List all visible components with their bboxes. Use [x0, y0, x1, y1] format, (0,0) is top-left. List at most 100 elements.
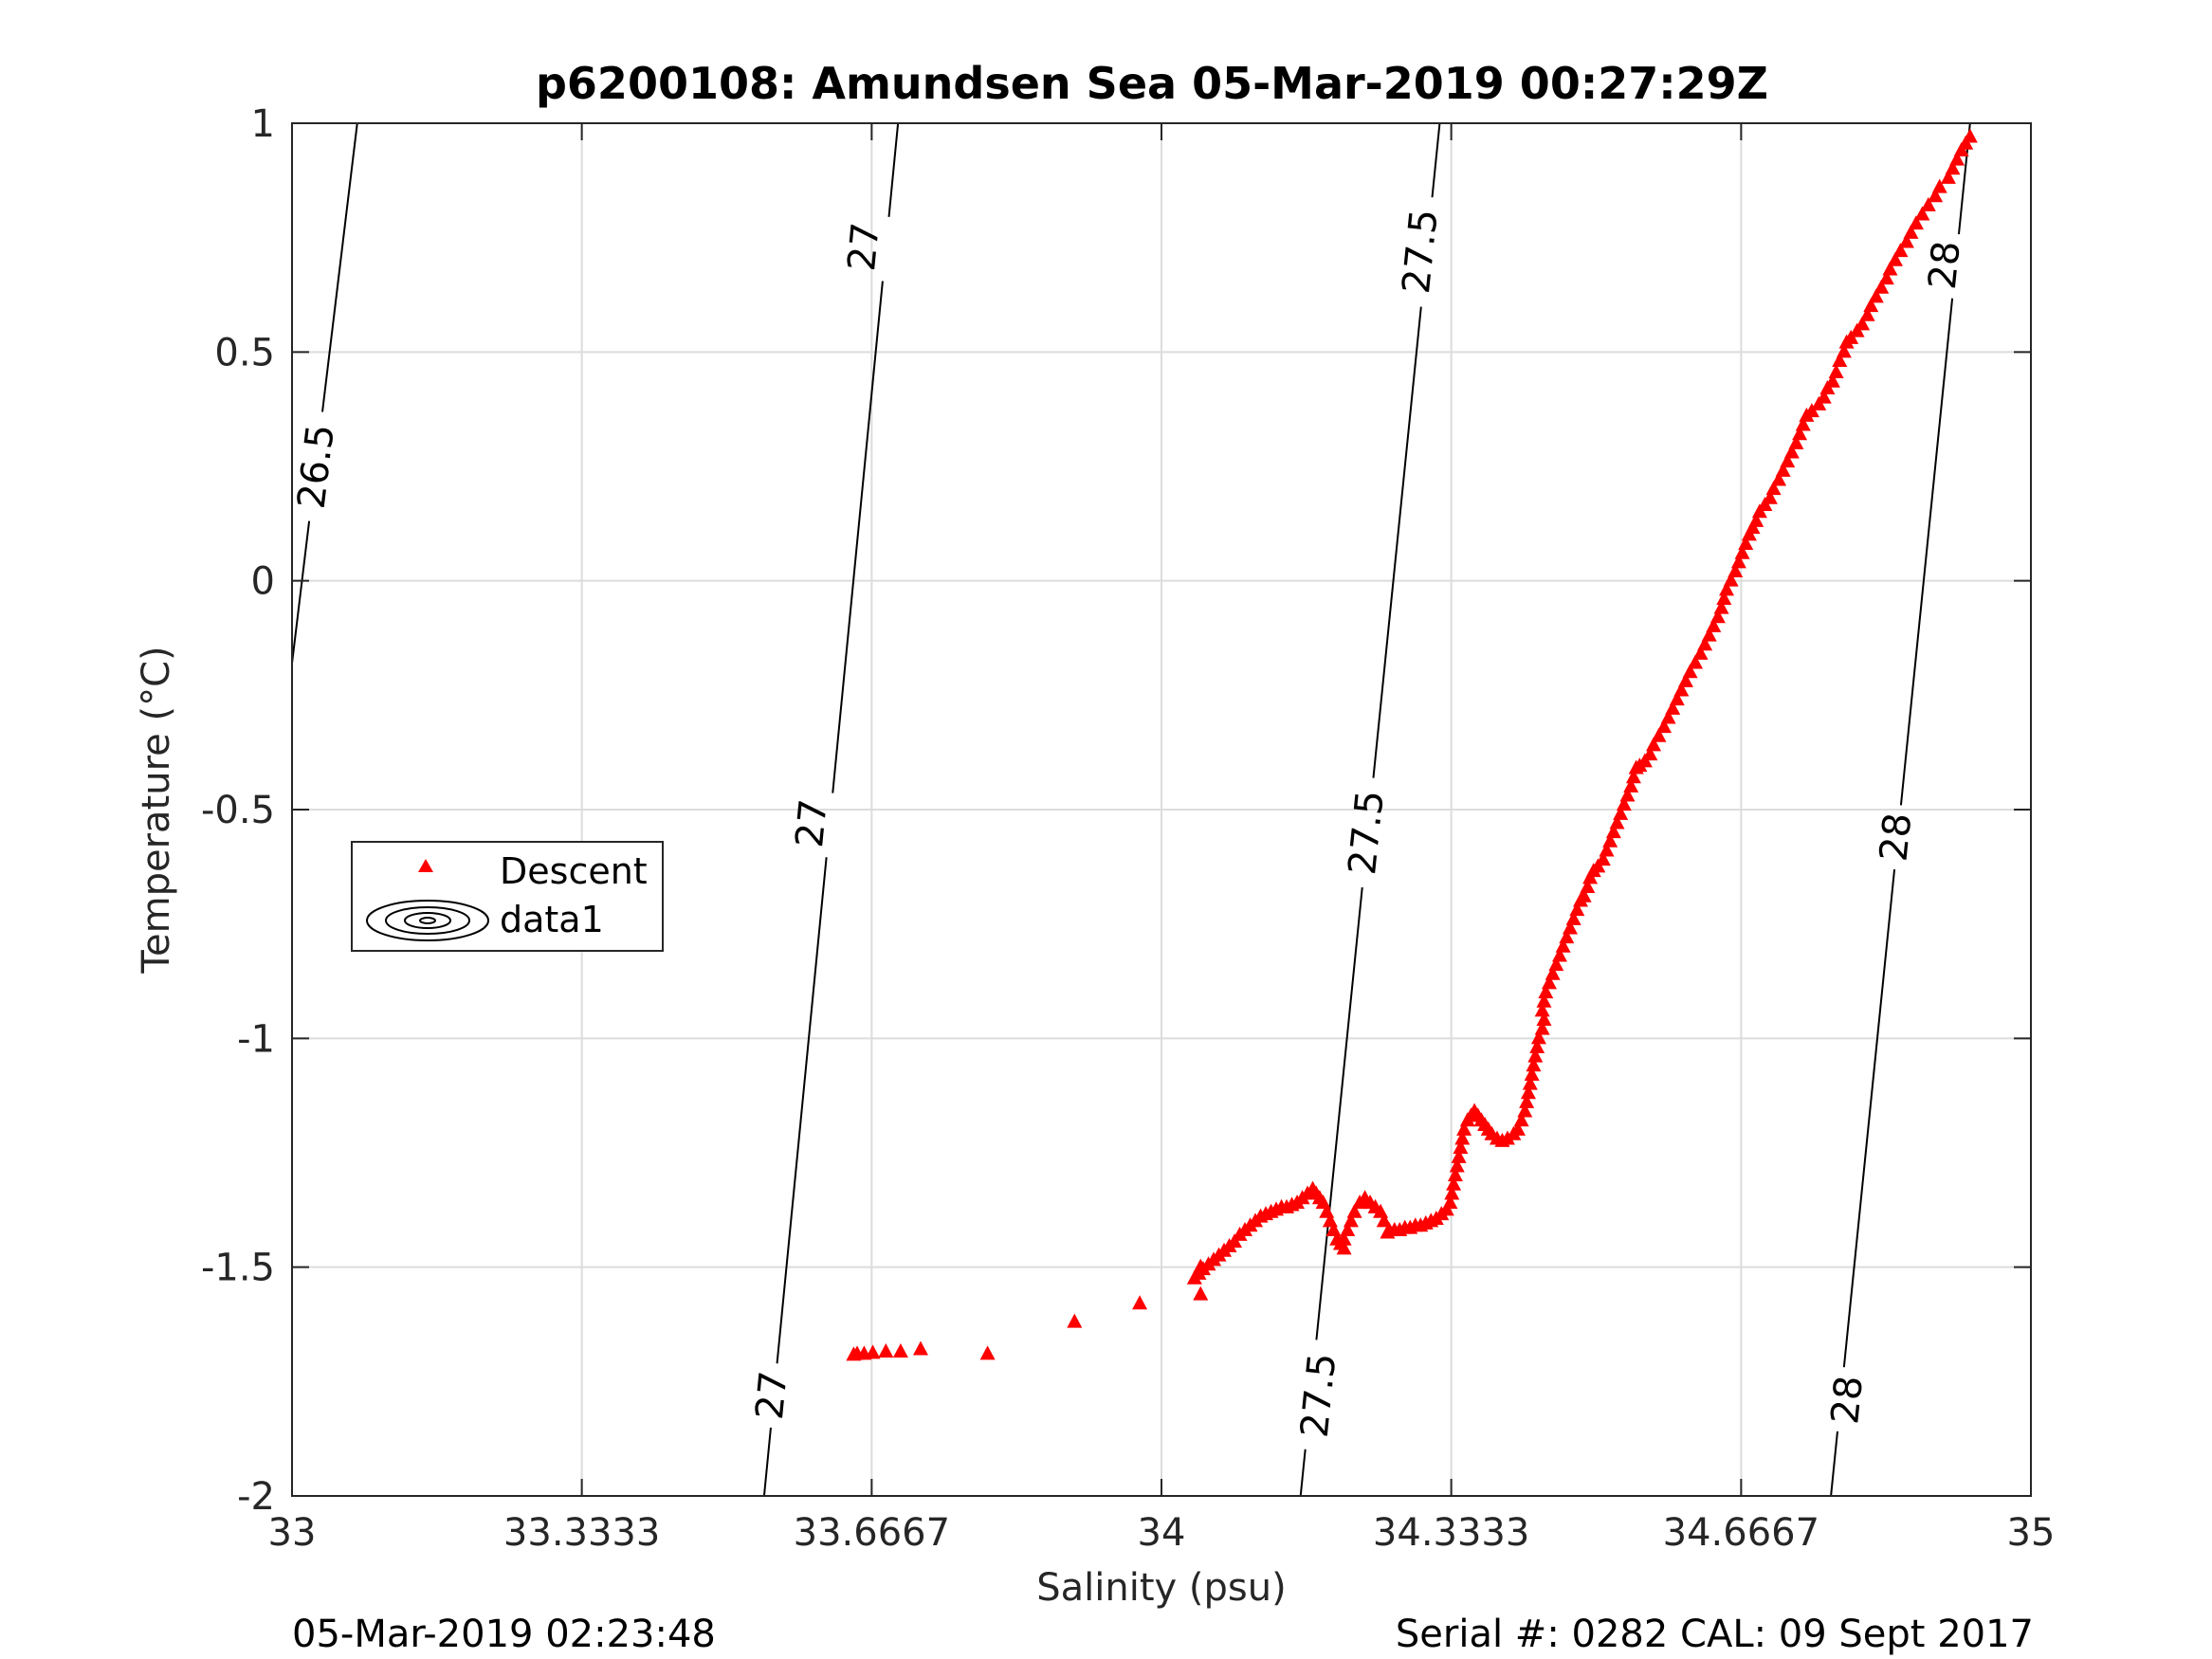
data-point	[1688, 654, 1704, 669]
data-point	[1582, 869, 1599, 884]
data-point	[979, 1345, 996, 1360]
x-tick-label: 35	[2007, 1511, 2056, 1555]
contour-label: 28	[1921, 239, 1969, 291]
chart-title: p6200108: Amundsen Sea 05-Mar-2019 00:27…	[536, 58, 1768, 109]
y-tick-label: -1.5	[201, 1247, 275, 1290]
y-axis-label: Temperature (°C)	[135, 646, 178, 974]
data-point	[846, 1346, 862, 1361]
x-tick-label: 34.3333	[1373, 1511, 1529, 1555]
x-tick-label: 33.3333	[503, 1511, 660, 1555]
data-point	[1692, 645, 1709, 660]
data-point	[1380, 1224, 1396, 1239]
contour-line	[762, 1427, 772, 1497]
x-tick-label: 33.6667	[794, 1511, 950, 1555]
data-point	[1771, 471, 1787, 486]
data-point	[1628, 759, 1644, 775]
data-point	[1329, 1231, 1345, 1246]
x-tick-label: 34.6667	[1663, 1511, 1819, 1555]
y-tick-label: 0.5	[214, 331, 275, 374]
legend-contour-marker	[366, 900, 489, 941]
data-point	[1444, 1185, 1460, 1200]
legend-label-descent: Descent	[500, 850, 648, 892]
contour-line	[321, 122, 358, 412]
data-point	[1325, 1222, 1342, 1237]
data-point	[1454, 1130, 1471, 1145]
data-point	[1524, 1066, 1540, 1081]
x-axis-label: Salinity (psu)	[1036, 1566, 1286, 1610]
data-point	[1529, 1038, 1545, 1053]
contour-label: 27.5	[1293, 1351, 1345, 1439]
data-point	[1193, 1258, 1209, 1273]
data-point	[1651, 727, 1667, 742]
contour-line	[1372, 306, 1422, 778]
data-point	[1067, 1313, 1083, 1328]
data-point	[1447, 1167, 1463, 1182]
data-point	[912, 1340, 928, 1356]
y-tick-label: 1	[251, 102, 275, 146]
data-point	[1520, 1085, 1536, 1100]
data-point	[1716, 590, 1732, 605]
legend-triangle-marker	[418, 859, 433, 872]
data-point	[878, 1342, 894, 1358]
contour-line	[1842, 868, 1896, 1368]
data-point	[1625, 769, 1641, 784]
contour-label: 27	[840, 221, 888, 273]
data-point	[1193, 1285, 1209, 1301]
data-point	[1453, 1139, 1469, 1155]
data-point	[1376, 1212, 1392, 1228]
descent-series	[846, 128, 1978, 1361]
x-tick-label: 33	[268, 1511, 317, 1555]
contour-line	[776, 857, 828, 1364]
data-point	[1892, 243, 1909, 258]
contour-line	[1299, 1449, 1307, 1497]
data-point	[1456, 1121, 1472, 1136]
data-point	[1522, 1075, 1538, 1090]
contour-line	[291, 520, 311, 664]
data-point	[1908, 215, 1924, 230]
data-point	[1849, 322, 1865, 337]
contour-label: 26.5	[290, 422, 343, 511]
contour-line	[887, 122, 900, 217]
data-point	[1352, 1194, 1368, 1210]
data-point	[1940, 169, 1956, 184]
data-point	[1536, 1012, 1552, 1027]
y-tick-label: -2	[237, 1475, 275, 1519]
data-point	[1838, 334, 1855, 349]
data-point	[1527, 1048, 1544, 1063]
data-point	[892, 1342, 908, 1358]
data-point	[1920, 196, 1936, 211]
legend: Descent data1	[351, 841, 664, 952]
isopycnal-contours: 26.5 27 27 27 27.5 27.5 27.5 28 28 28	[290, 122, 1971, 1497]
data-point	[1878, 270, 1894, 285]
contour-label: 28	[1872, 811, 1920, 863]
contour-label: 27.5	[1341, 789, 1393, 877]
data-point	[1449, 1158, 1465, 1173]
y-tick-label: -1	[237, 1017, 275, 1061]
contour-label: 27	[788, 797, 836, 849]
data-point	[1914, 206, 1930, 221]
data-point	[1538, 984, 1554, 999]
footer-serial-cal: Serial #: 0282 CAL: 09 Sept 2017	[1396, 1613, 2034, 1656]
contour-label: 27.5	[1395, 208, 1447, 296]
axis-ticks: 33 33.3333 33.6667 34 34.3333 34.6667 35 -2 -1.5…	[201, 102, 2056, 1555]
data-point	[1534, 1002, 1550, 1017]
contour-label: 28	[1823, 1374, 1872, 1426]
data-point	[1446, 1176, 1462, 1191]
data-point	[1530, 1030, 1546, 1045]
data-point	[1811, 395, 1827, 410]
data-point	[1322, 1212, 1338, 1228]
data-point	[1132, 1295, 1148, 1310]
data-point	[1186, 1269, 1202, 1285]
contour-line	[832, 281, 884, 793]
data-point	[1928, 188, 1944, 203]
data-point	[1656, 719, 1673, 734]
contour-line	[1431, 122, 1441, 198]
data-point	[1536, 993, 1552, 1008]
contour-line	[1899, 298, 1954, 806]
data-point	[1832, 352, 1848, 367]
data-point	[1859, 306, 1875, 321]
contour-line	[1315, 886, 1363, 1340]
contour-line	[1830, 1431, 1838, 1497]
